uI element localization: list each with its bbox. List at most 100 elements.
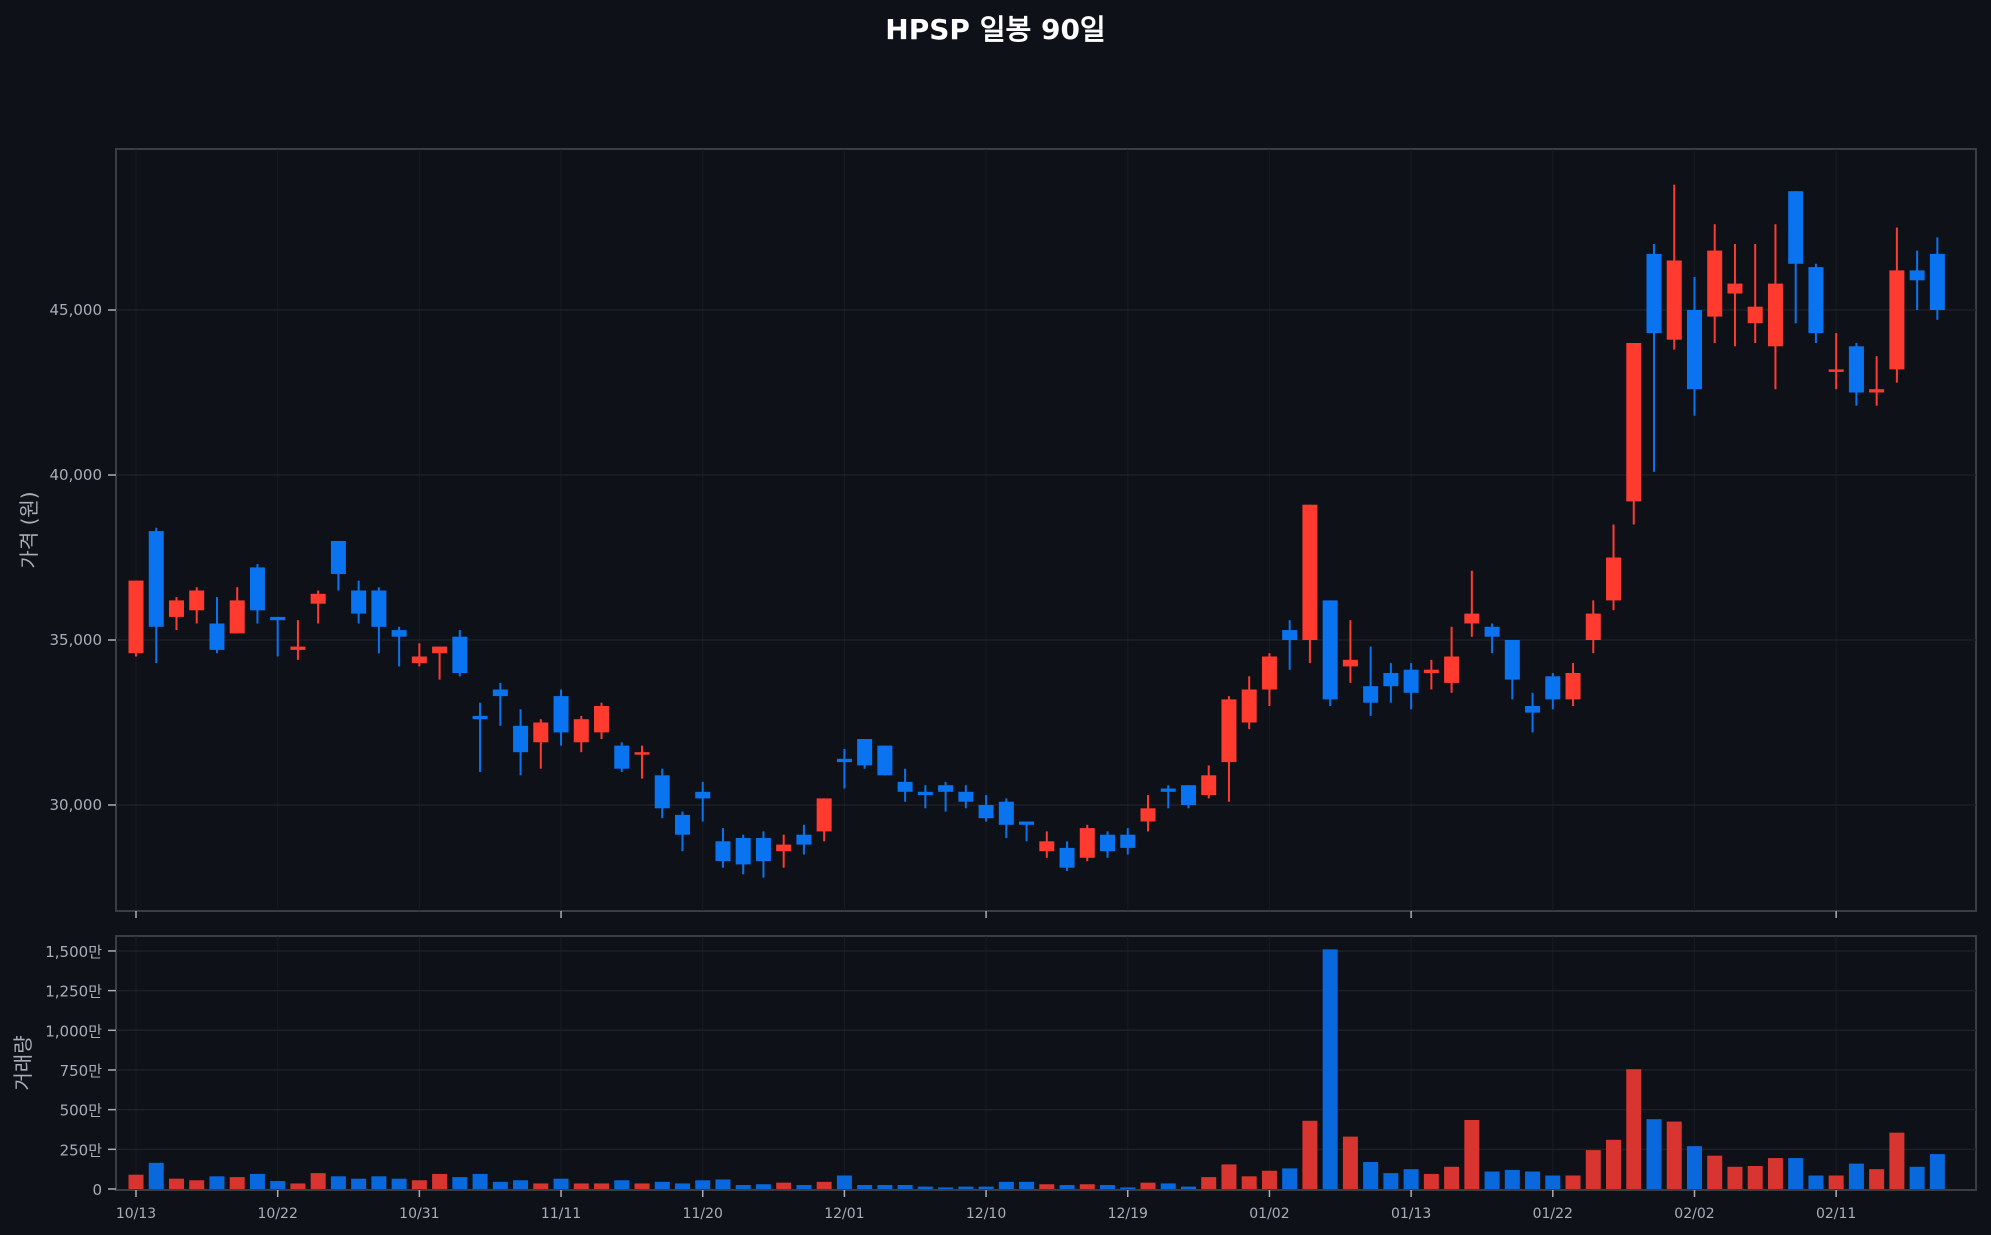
candle-down: [614, 745, 630, 769]
volume-bar: [1302, 1120, 1318, 1189]
volume-bar: [472, 1173, 488, 1189]
candle-up: [411, 656, 427, 664]
candle-down: [1282, 630, 1298, 640]
candle-up: [1342, 659, 1358, 667]
candle-down: [1403, 669, 1419, 693]
price-tick-label: 45,000: [50, 301, 103, 319]
candle-down: [1160, 788, 1176, 792]
volume-bar: [877, 1185, 893, 1189]
volume-bar: [857, 1185, 873, 1189]
volume-bar: [1869, 1169, 1885, 1189]
candle-up: [1767, 283, 1783, 347]
candle-up: [1241, 689, 1257, 723]
volume-bar: [1261, 1170, 1277, 1189]
volume-bar: [917, 1186, 933, 1189]
x-tick-label: 10/31: [399, 1206, 439, 1222]
volume-bar: [189, 1180, 205, 1189]
candle-down: [1383, 673, 1399, 687]
candle-down: [1120, 834, 1136, 848]
candle-up: [1423, 669, 1439, 673]
volume-bar: [1889, 1132, 1905, 1189]
volume-bar: [1848, 1163, 1864, 1189]
candle-down: [1929, 253, 1945, 310]
x-tick-label: 12/19: [1108, 1206, 1148, 1222]
volume-bar: [958, 1186, 974, 1189]
candle-up: [1666, 260, 1682, 340]
volume-bar: [148, 1162, 164, 1189]
candle-up: [310, 593, 326, 604]
volume-bar: [1545, 1175, 1561, 1189]
volume-bar: [594, 1183, 610, 1189]
candle-up: [1869, 389, 1885, 393]
candle-up: [1201, 775, 1217, 796]
x-tick-label: 02/02: [1674, 1206, 1714, 1222]
volume-bar: [371, 1176, 387, 1189]
candle-down: [735, 838, 751, 865]
candle-down: [877, 745, 893, 776]
candle-up: [533, 722, 549, 743]
volume-bar: [1059, 1185, 1075, 1189]
volume-bar: [1221, 1164, 1237, 1189]
volume-tick-label: 0: [92, 1181, 102, 1199]
candle-up: [1626, 343, 1642, 502]
candle-down: [148, 531, 164, 627]
volume-bar: [1180, 1186, 1196, 1189]
volume-bar: [351, 1178, 367, 1189]
volume-bar: [735, 1185, 751, 1189]
candle-down: [1504, 640, 1520, 680]
volume-bar: [290, 1183, 306, 1189]
candle-up: [816, 798, 832, 832]
candle-up: [1039, 841, 1055, 852]
volume-bar: [1686, 1146, 1702, 1189]
candle-up: [189, 590, 205, 611]
volume-bar: [270, 1181, 286, 1189]
volume-bar: [1606, 1139, 1622, 1189]
candle-up: [1606, 557, 1622, 601]
candle-up: [634, 752, 650, 755]
volume-bar: [1767, 1158, 1783, 1189]
candle-up: [1464, 613, 1480, 624]
candle-down: [472, 715, 488, 720]
volume-bar: [1403, 1169, 1419, 1189]
x-tick-label: 12/10: [966, 1206, 1006, 1222]
volume-bar: [1363, 1162, 1379, 1189]
candle-down: [1808, 267, 1824, 334]
volume-bar: [1585, 1150, 1601, 1189]
volume-tick-label: 1,250만: [45, 983, 102, 1001]
volume-axis-label: 거래량: [11, 1035, 35, 1090]
volume-bar: [796, 1185, 812, 1189]
volume-bar: [654, 1181, 670, 1189]
candle-down: [330, 541, 346, 574]
volume-bar: [1201, 1177, 1217, 1189]
candle-down: [1646, 253, 1662, 334]
volume-bar: [1727, 1166, 1743, 1189]
x-tick-label: 11/11: [541, 1206, 581, 1222]
volume-bar: [695, 1180, 711, 1189]
volume-bar: [1019, 1181, 1035, 1189]
candle-down: [1100, 834, 1116, 852]
candle-down: [917, 791, 933, 796]
volume-tick-label: 250만: [60, 1141, 103, 1159]
volume-bar: [1241, 1176, 1257, 1189]
volume-bar: [1525, 1171, 1541, 1189]
volume-bar: [513, 1180, 529, 1189]
x-tick-label: 01/02: [1249, 1206, 1289, 1222]
candle-down: [391, 630, 407, 637]
volume-bar: [128, 1174, 144, 1189]
candle-down: [978, 805, 994, 819]
candle-down: [654, 775, 670, 809]
volume-panel: 0 250만 500만 750만 1,000만 1,250만 1,500만 10/13 10/2…: [11, 935, 1977, 1222]
volume-bar: [209, 1176, 225, 1189]
candle-up: [1565, 673, 1581, 700]
volume-bar: [1039, 1184, 1055, 1189]
candle-down: [938, 785, 954, 792]
volume-bar: [573, 1183, 589, 1189]
volume-bar: [1140, 1182, 1156, 1189]
volume-bar: [1828, 1175, 1844, 1189]
volume-bar: [1707, 1155, 1723, 1189]
candle-down: [1484, 626, 1500, 637]
volume-bar: [492, 1181, 508, 1189]
candle-down: [371, 590, 387, 627]
price-tick-label: 40,000: [50, 466, 103, 484]
volume-tick-label: 1,000만: [45, 1022, 102, 1040]
